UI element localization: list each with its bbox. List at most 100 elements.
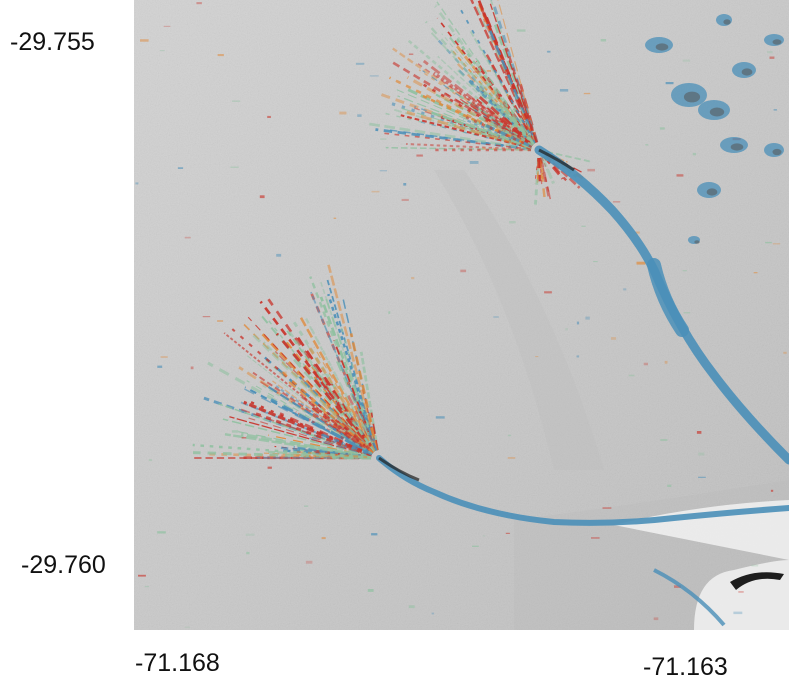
deposit-fleck [368, 589, 374, 592]
deposit-fleck [645, 144, 648, 145]
deposit-fleck [164, 26, 171, 27]
deposit-fleck [246, 552, 249, 554]
deposit-fleck [157, 531, 166, 533]
deposit-fleck [698, 453, 704, 456]
deposit-fleck [774, 109, 777, 111]
deposit-fleck [403, 183, 406, 186]
deposit-fleck [581, 226, 585, 227]
deposit-fleck [654, 617, 659, 620]
deposit-fleck [276, 254, 281, 257]
deposit-fleck [232, 100, 240, 102]
deposit-fleck [637, 262, 646, 265]
deposit-fleck [698, 477, 706, 478]
deposit-fleck [334, 218, 337, 219]
deposit-fleck [185, 237, 191, 239]
deposit-fleck [308, 389, 314, 391]
deposit-fleck [733, 612, 742, 615]
deposit-fleck [483, 535, 486, 536]
deposit-fleck [629, 375, 635, 377]
deposit-fleck [322, 537, 326, 539]
deposit-fleck [683, 270, 687, 271]
deposit-fleck [544, 291, 552, 293]
longitude-label-right: -71.163 [643, 655, 728, 680]
deposit-fleck [339, 112, 346, 115]
deposit-fleck [644, 363, 648, 366]
deposit-fleck [460, 270, 466, 273]
deposit-fleck [323, 419, 327, 421]
deposit-fleck [535, 356, 538, 357]
deposit-fleck [754, 272, 758, 273]
deposit-fleck [684, 312, 691, 313]
dark-spot [773, 149, 782, 155]
deposit-fleck [508, 457, 516, 459]
latitude-label-bottom: -29.760 [21, 553, 106, 578]
deposit-fleck [388, 311, 390, 314]
deposit-fleck [611, 337, 616, 340]
deposit-fleck [432, 613, 435, 615]
deposit-fleck [306, 561, 313, 564]
deposit-fleck [660, 127, 665, 129]
deposit-fleck [473, 72, 482, 73]
dark-spot [707, 188, 718, 195]
deposit-fleck [577, 322, 579, 325]
deposit-fleck [402, 199, 409, 201]
deposit-fleck [591, 537, 600, 539]
deposit-fleck [738, 591, 743, 592]
deposit-fleck [135, 182, 138, 184]
deposit-fleck [593, 261, 598, 262]
deposit-fleck [547, 51, 550, 53]
deposit-fleck [667, 485, 671, 487]
deposit-fleck [677, 174, 684, 176]
longitude-label-left: -71.168 [135, 651, 220, 676]
deposit-fleck [242, 437, 247, 438]
deposit-fleck [660, 439, 667, 441]
dark-spot [742, 68, 753, 75]
deposit-fleck [409, 605, 415, 608]
deposit-fleck [587, 169, 595, 172]
deposit-fleck [487, 70, 491, 72]
deposit-fleck [138, 575, 146, 577]
deposit-fleck [411, 277, 414, 279]
deposit-fleck [508, 435, 511, 436]
deposit-fleck [623, 288, 626, 290]
deposit-fleck [601, 39, 606, 42]
deposit-fleck [493, 317, 499, 318]
deposit-fleck [267, 116, 271, 118]
deposit-fleck [178, 167, 183, 169]
deposit-fleck [577, 355, 580, 357]
deposit-fleck [509, 221, 516, 223]
deposit-fleck [666, 82, 674, 84]
deposit-fleck [157, 366, 162, 368]
deposit-fleck [665, 361, 668, 364]
deposit-fleck [380, 170, 387, 171]
deposit-fleck [409, 54, 413, 55]
deposit-fleck [751, 565, 758, 567]
deposit-fleck [613, 201, 620, 203]
deposit-fleck [767, 51, 773, 53]
deposit-fleck [161, 356, 168, 357]
deposit-fleck [773, 243, 780, 244]
deposit-fleck [517, 29, 526, 31]
latitude-label-top: -29.755 [10, 30, 95, 55]
dark-spot [684, 92, 700, 103]
deposit-fleck [585, 317, 589, 320]
deposit-fleck [185, 627, 190, 628]
deposit-fleck [506, 533, 510, 534]
deposit-fleck [218, 54, 224, 56]
deposit-fleck [149, 459, 152, 461]
deposit-fleck [603, 507, 612, 509]
deposit-fleck [565, 328, 568, 330]
deposit-fleck [279, 372, 286, 375]
dark-spot [694, 240, 699, 244]
deposit-fleck [584, 93, 591, 94]
deposit-fleck [371, 533, 377, 535]
deposit-fleck [372, 191, 380, 193]
deposit-fleck [683, 60, 690, 62]
deposit-fleck [472, 546, 479, 547]
deposit-fleck [260, 195, 265, 198]
deposit-fleck [771, 490, 773, 492]
deposit-fleck [268, 467, 272, 469]
deposit-fleck [145, 586, 149, 587]
deposit-fleck [191, 367, 194, 370]
deposit-fleck [770, 57, 775, 59]
